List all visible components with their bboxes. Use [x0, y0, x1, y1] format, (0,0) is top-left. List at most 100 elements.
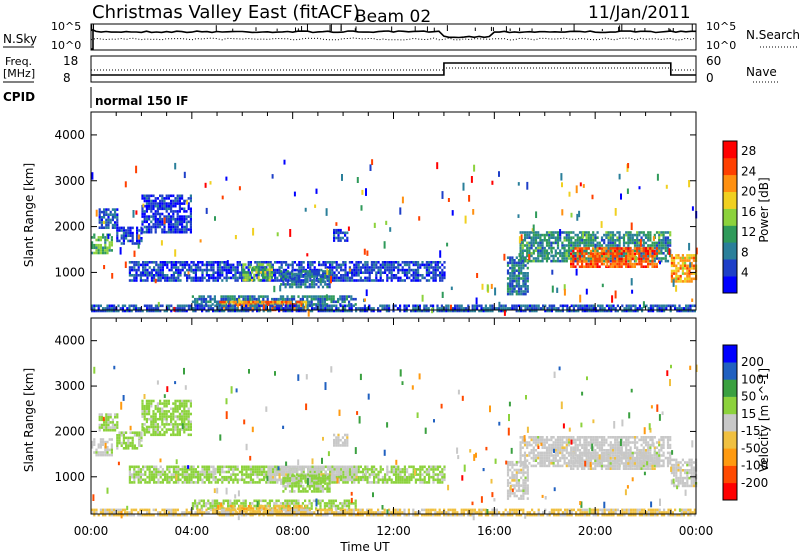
heatmap-cell: [318, 263, 321, 267]
heatmap-cell: [357, 271, 360, 274]
heatmap-cell: [631, 262, 634, 266]
heatmap-cell: [305, 303, 308, 306]
heatmap-cell: [114, 208, 117, 211]
heatmap-cell: [559, 259, 562, 263]
heatmap-cell: [156, 217, 159, 221]
heatmap-cell: [681, 259, 684, 262]
heatmap-cell: [419, 263, 422, 267]
heatmap-cell: [257, 276, 260, 279]
heatmap-cell: [419, 266, 422, 269]
heatmap-cell: [118, 239, 121, 243]
heatmap-cell: [640, 257, 643, 261]
heatmap-cell: [656, 307, 659, 310]
heatmap-cell: [183, 470, 186, 474]
heatmap-cell: [210, 481, 213, 484]
heatmap-cell: [552, 259, 555, 263]
heatmap-cell: [417, 279, 420, 282]
heatmap-cell: [399, 263, 402, 267]
heatmap-speck: [349, 268, 352, 272]
heatmap-cell: [105, 413, 108, 416]
heatmap-cell: [114, 428, 117, 432]
heatmap-speck: [360, 205, 363, 211]
heatmap-cell: [395, 468, 398, 471]
heatmap-cell: [291, 268, 294, 272]
heatmap-cell: [348, 276, 351, 280]
heatmap-cell: [221, 271, 224, 274]
heatmap-cell: [328, 283, 331, 286]
heatmap-cell: [331, 268, 334, 272]
heatmap-cell: [241, 473, 244, 476]
heatmap-cell: [456, 309, 459, 313]
heatmap-cell: [609, 244, 612, 247]
heatmap-cell: [252, 481, 255, 484]
heatmap-cell: [128, 481, 131, 484]
heatmap-cell: [188, 268, 191, 272]
heatmap-cell: [344, 304, 347, 308]
heatmap-cell: [417, 261, 420, 264]
heatmap-cell: [317, 307, 320, 310]
heatmap-cell: [688, 277, 691, 281]
heatmap-cell: [95, 251, 98, 255]
heatmap-cell: [578, 244, 582, 247]
heatmap-cell: [116, 226, 119, 230]
heatmap-cell: [136, 229, 139, 232]
heatmap-cell: [106, 448, 109, 452]
heatmap-cell: [154, 407, 157, 411]
heatmap-cell: [181, 197, 184, 200]
heatmap-cell: [581, 257, 584, 261]
heatmap-cell: [521, 246, 524, 250]
heatmap-cell: [104, 307, 107, 310]
heatmap-cell: [598, 252, 601, 255]
heatmap-cell: [532, 249, 535, 252]
heatmap-cell: [282, 297, 285, 301]
heatmap-cell: [390, 274, 393, 277]
heatmap-cell: [532, 252, 535, 255]
heatmap-cell: [330, 297, 333, 301]
heatmap-cell: [357, 478, 360, 482]
heatmap-cell: [511, 290, 514, 293]
heatmap-cell: [652, 309, 655, 313]
heatmap-cell: [143, 220, 146, 224]
heatmap-cell: [598, 241, 601, 245]
heatmap-cell: [333, 274, 336, 277]
heatmap-cell: [313, 266, 316, 269]
heatmap-cell: [305, 300, 308, 304]
heatmap-cell: [208, 481, 211, 484]
heatmap-cell: [600, 257, 603, 261]
heatmap-cell: [164, 475, 167, 479]
heatmap-cell: [331, 279, 334, 282]
heatmap-cell: [397, 465, 400, 469]
heatmap-cell: [642, 247, 645, 250]
heatmap-speck: [315, 188, 318, 194]
heatmap-speck: [132, 210, 135, 218]
heatmap-cell: [414, 276, 417, 280]
heatmap-cell: [234, 279, 237, 282]
y-tick-label: 3000: [54, 174, 85, 188]
heatmap-cell: [183, 410, 186, 413]
heatmap-cell: [689, 309, 692, 313]
heatmap-cell: [148, 425, 151, 429]
heatmap-cell: [658, 249, 661, 253]
heatmap-cell: [625, 265, 628, 268]
heatmap-cell: [539, 259, 542, 263]
heatmap-cell: [692, 277, 695, 281]
heatmap-cell: [346, 304, 349, 308]
heatmap-cell: [660, 259, 663, 263]
heatmap-cell: [306, 277, 309, 281]
heatmap-cell: [155, 481, 158, 484]
heatmap-cell: [583, 252, 586, 255]
heatmap-cell: [207, 307, 210, 310]
heatmap-cell: [436, 263, 439, 267]
heatmap-speck: [503, 253, 506, 261]
heatmap-cell: [548, 309, 551, 313]
heatmap-cell: [511, 259, 514, 262]
heatmap-cell: [408, 261, 411, 264]
heatmap-cell: [154, 428, 157, 431]
heatmap-cell: [232, 470, 235, 474]
heatmap-cell: [401, 268, 404, 272]
heatmap-cell: [520, 309, 523, 313]
heatmap-cell: [517, 287, 521, 291]
heatmap-cell: [154, 230, 157, 234]
heatmap-cell: [227, 304, 230, 308]
